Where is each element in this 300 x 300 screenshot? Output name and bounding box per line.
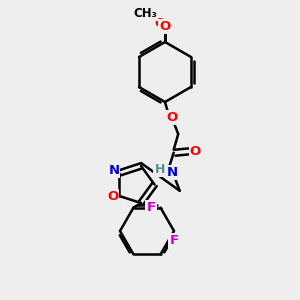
Text: CH₃: CH₃	[134, 7, 158, 20]
Text: O: O	[166, 111, 177, 124]
Text: F: F	[146, 201, 155, 214]
Text: O: O	[107, 190, 118, 203]
Text: N: N	[167, 166, 178, 179]
Text: O: O	[154, 16, 165, 30]
Text: F: F	[169, 234, 178, 247]
Text: O: O	[190, 145, 201, 158]
Text: N: N	[108, 164, 119, 177]
Text: O: O	[159, 20, 171, 33]
Text: H: H	[154, 163, 165, 176]
